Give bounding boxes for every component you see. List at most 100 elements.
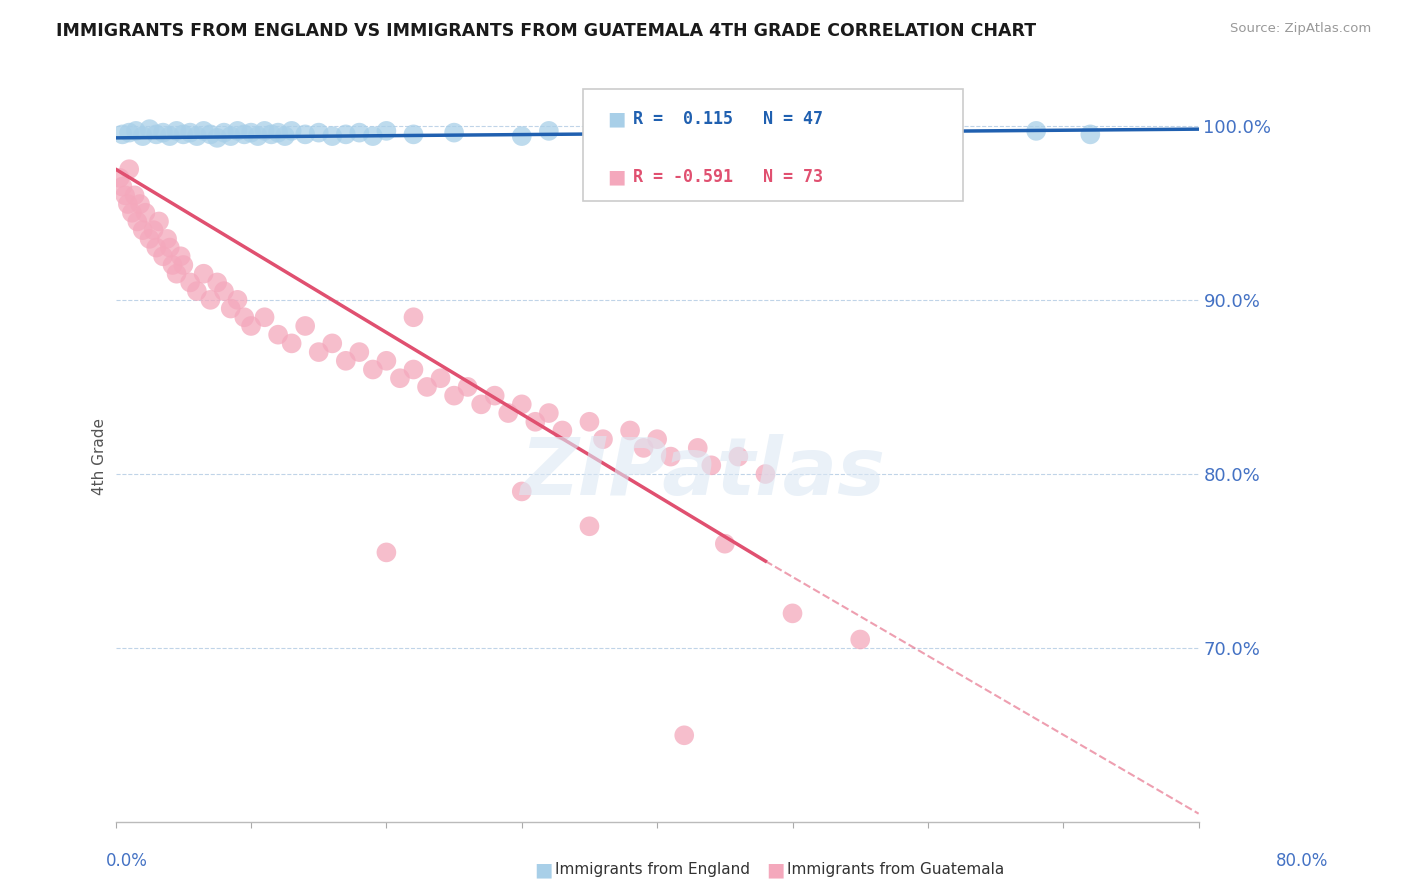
Point [205,131,228,145]
Point [260,128,283,142]
Point [349,345,371,359]
Point [159,129,181,144]
Text: Immigrants from England: Immigrants from England [555,863,751,877]
Point [274,129,297,144]
Point [142,223,165,237]
Point [714,537,737,551]
Text: ■: ■ [607,109,626,128]
Text: Immigrants from Guatemala: Immigrants from Guatemala [787,863,1005,877]
Point [246,129,269,144]
Point [917,129,939,144]
Text: ■: ■ [607,167,626,186]
Point [172,128,194,142]
Point [132,223,155,237]
Point [200,128,222,142]
Point [388,371,411,385]
Point [510,484,533,499]
Point [129,197,152,211]
Point [125,124,148,138]
Point [205,276,228,290]
Point [402,362,425,376]
Point [782,128,804,142]
Point [727,450,749,464]
Point [169,249,191,263]
Point [645,128,668,142]
Point [219,301,242,316]
Text: ZIPatlas: ZIPatlas [520,434,886,512]
Point [219,129,242,144]
Point [645,432,668,446]
Point [429,371,451,385]
Point [111,179,134,194]
Point [186,284,208,298]
Point [349,126,371,140]
Point [578,415,600,429]
Point [124,188,146,202]
Point [510,397,533,411]
Point [416,380,439,394]
Point [375,545,398,559]
Point [754,124,776,138]
Point [361,129,384,144]
Point [321,336,343,351]
Point [659,450,682,464]
Point [700,458,723,473]
Point [551,424,574,438]
Point [510,129,533,144]
Point [226,293,249,307]
Point [121,206,143,220]
Point [443,389,465,403]
Point [280,124,302,138]
Point [193,124,215,138]
Point [253,124,276,138]
Point [375,124,398,138]
Point [138,122,160,136]
Point [1078,128,1101,142]
Point [108,170,131,185]
Point [145,128,167,142]
Point [233,128,256,142]
Point [673,126,696,140]
Point [714,129,737,144]
Point [537,124,560,138]
Point [134,206,156,220]
Point [212,126,235,140]
Point [179,126,201,140]
Text: R =  0.115   N = 47: R = 0.115 N = 47 [633,110,823,128]
Point [118,126,141,140]
Text: ■: ■ [766,860,785,880]
Point [686,441,709,455]
Point [849,632,872,647]
Point [457,380,479,394]
Text: R = -0.591   N = 73: R = -0.591 N = 73 [633,168,823,186]
Point [233,310,256,325]
Point [1025,124,1047,138]
Point [132,129,155,144]
Point [782,607,804,621]
Point [849,126,872,140]
Point [335,128,357,142]
Point [114,188,136,202]
Point [308,345,330,359]
Point [159,241,181,255]
Point [186,129,208,144]
Point [754,467,776,481]
Point [335,353,357,368]
Text: Source: ZipAtlas.com: Source: ZipAtlas.com [1230,22,1371,36]
Point [212,284,235,298]
Point [127,214,149,228]
Point [402,310,425,325]
Point [156,232,179,246]
Point [111,128,134,142]
Point [470,397,492,411]
Point [524,415,547,429]
Point [619,424,641,438]
Text: 80.0%: 80.0% [1277,852,1329,870]
Point [361,362,384,376]
Point [117,197,139,211]
Point [294,318,316,333]
Text: ■: ■ [534,860,553,880]
Point [226,124,249,138]
Point [240,126,263,140]
Point [633,441,655,455]
